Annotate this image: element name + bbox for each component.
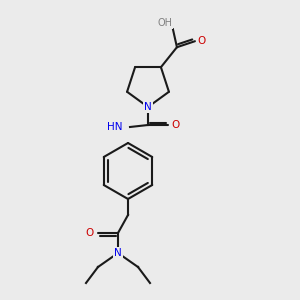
Text: OH: OH bbox=[158, 18, 172, 28]
Text: HN: HN bbox=[106, 122, 122, 132]
Text: O: O bbox=[198, 36, 206, 46]
Text: N: N bbox=[114, 248, 122, 258]
Text: O: O bbox=[172, 120, 180, 130]
Text: O: O bbox=[86, 228, 94, 238]
Text: N: N bbox=[144, 102, 152, 112]
